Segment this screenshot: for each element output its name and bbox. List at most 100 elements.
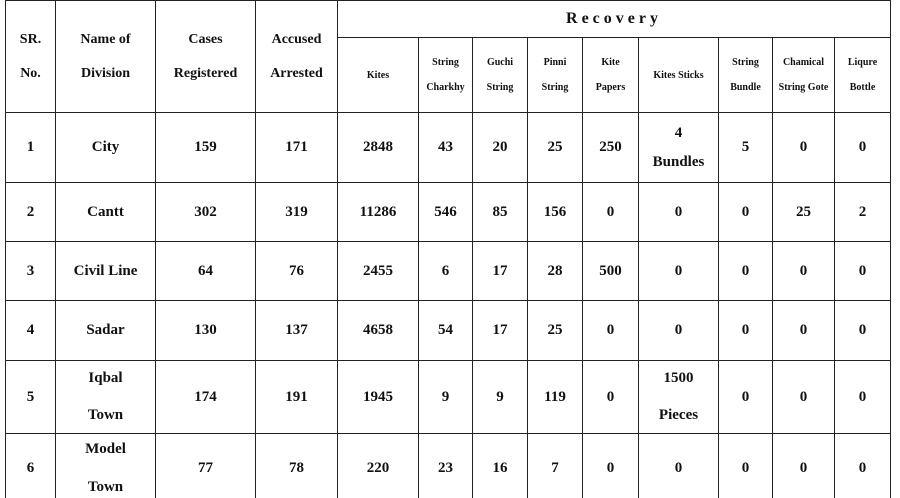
header-row: SR. No. Name of Division Cases Registered A… — [5, 0, 891, 113]
table-cell: 0 — [834, 112, 891, 183]
table-cell: 25 — [527, 300, 583, 361]
table-cell: 130 — [155, 300, 256, 361]
table-cell: 500 — [582, 241, 639, 301]
table-cell: 1500 Pieces — [638, 360, 719, 434]
table-row: 1 City 159 171 2848 43 20 25 250 4 Bundles 5 0 0 — [5, 112, 891, 183]
table-cell: 0 — [582, 182, 639, 242]
table-row: 2 Cantt 302 319 11286 546 85 156 0 0 0 25 2 — [5, 182, 891, 242]
table-cell: 7 — [527, 433, 583, 498]
table-cell: 0 — [772, 241, 835, 301]
table-cell: 0 — [638, 182, 719, 242]
table-cell: 28 — [527, 241, 583, 301]
table-cell: 4 — [5, 300, 56, 361]
table-cell: 2 — [834, 182, 891, 242]
column-header: Name of Division — [55, 0, 156, 113]
table-cell: 17 — [472, 300, 528, 361]
table-cell: City — [55, 112, 156, 183]
column-header: Chamical String Gote — [772, 37, 835, 113]
table-cell: 54 — [418, 300, 473, 361]
table-cell: 0 — [718, 241, 773, 301]
table-row: 4 Sadar 130 137 4658 54 17 25 0 0 0 0 0 — [5, 300, 891, 361]
table-cell: 171 — [255, 112, 338, 183]
table-cell: 0 — [582, 300, 639, 361]
table-cell: Sadar — [55, 300, 156, 361]
table-row: 5 Iqbal Town 174 191 1945 9 9 119 0 1500 Pieces 0 0… — [5, 360, 891, 434]
table-cell: 5 — [718, 112, 773, 183]
table-cell: 11286 — [337, 182, 419, 242]
table-body: 1 City 159 171 2848 43 20 25 250 4 Bundles 5 0 0 2 Can… — [5, 112, 891, 498]
table-cell: 16 — [472, 433, 528, 498]
table-cell: 76 — [255, 241, 338, 301]
column-header: String Charkhy — [418, 37, 473, 113]
table-cell: 0 — [772, 360, 835, 434]
table-cell: 2848 — [337, 112, 419, 183]
table-cell: 20 — [472, 112, 528, 183]
table-cell: 546 — [418, 182, 473, 242]
table-cell: 17 — [472, 241, 528, 301]
table-cell: 9 — [418, 360, 473, 434]
column-header: Pinni String — [527, 37, 583, 113]
table-cell: Cantt — [55, 182, 156, 242]
table-cell: 159 — [155, 112, 256, 183]
table-cell: Civil Line — [55, 241, 156, 301]
table-cell: 119 — [527, 360, 583, 434]
table-row: 3 Civil Line 64 76 2455 6 17 28 500 0 0 0 0 — [5, 241, 891, 301]
table-cell: 23 — [418, 433, 473, 498]
table-cell: 4658 — [337, 300, 419, 361]
table-cell: 156 — [527, 182, 583, 242]
table-cell: 3 — [5, 241, 56, 301]
table-cell: 220 — [337, 433, 419, 498]
recovery-table: SR. No. Name of Division Cases Registered A… — [5, 0, 891, 498]
column-header: Cases Registered — [155, 0, 256, 113]
column-header: Kites — [337, 37, 419, 113]
table-cell: 25 — [772, 182, 835, 242]
column-header: String Bundle — [718, 37, 773, 113]
table-cell: 302 — [155, 182, 256, 242]
table-cell: 0 — [638, 300, 719, 361]
table-cell: 0 — [718, 433, 773, 498]
column-header: Kites Sticks — [638, 37, 719, 113]
table-cell: 0 — [834, 360, 891, 434]
table-cell: 4 Bundles — [638, 112, 719, 183]
group-header: Recovery — [337, 0, 891, 38]
table-cell: 1945 — [337, 360, 419, 434]
table-cell: 0 — [582, 360, 639, 434]
table-cell: 0 — [718, 360, 773, 434]
table-cell: 43 — [418, 112, 473, 183]
table-row: 6 Model Town 77 78 220 23 16 7 0 0 0 0 0 — [5, 433, 891, 498]
table-cell: 2455 — [337, 241, 419, 301]
column-header: SR. No. — [5, 0, 56, 113]
table-cell: Model Town — [55, 433, 156, 498]
table-cell: 6 — [5, 433, 56, 498]
table-cell: 137 — [255, 300, 338, 361]
column-header: Guchi String — [472, 37, 528, 113]
column-header: Liqure Bottle — [834, 37, 891, 113]
table-cell: 0 — [834, 300, 891, 361]
header-row: Kites String Charkhy Guchi String Pinni Str… — [6, 37, 891, 113]
table-cell: 6 — [418, 241, 473, 301]
table-cell: 5 — [5, 360, 56, 434]
table-cell: 0 — [638, 433, 719, 498]
table-cell: 64 — [155, 241, 256, 301]
table-cell: 0 — [718, 182, 773, 242]
table-cell: 78 — [255, 433, 338, 498]
table-cell: 0 — [834, 241, 891, 301]
table-cell: 191 — [255, 360, 338, 434]
table-cell: 9 — [472, 360, 528, 434]
table-header: SR. No. Name of Division Cases Registered A… — [5, 0, 891, 113]
table-cell: 85 — [472, 182, 528, 242]
table-cell: 250 — [582, 112, 639, 183]
table-cell: 1 — [5, 112, 56, 183]
table-cell: 2 — [5, 182, 56, 242]
table-cell: 77 — [155, 433, 256, 498]
table-cell: 0 — [718, 300, 773, 361]
table-cell: Iqbal Town — [55, 360, 156, 434]
table-cell: 0 — [772, 433, 835, 498]
table-cell: 0 — [834, 433, 891, 498]
table-cell: 174 — [155, 360, 256, 434]
table-cell: 0 — [772, 112, 835, 183]
table-cell: 25 — [527, 112, 583, 183]
table-cell: 0 — [638, 241, 719, 301]
table-cell: 319 — [255, 182, 338, 242]
